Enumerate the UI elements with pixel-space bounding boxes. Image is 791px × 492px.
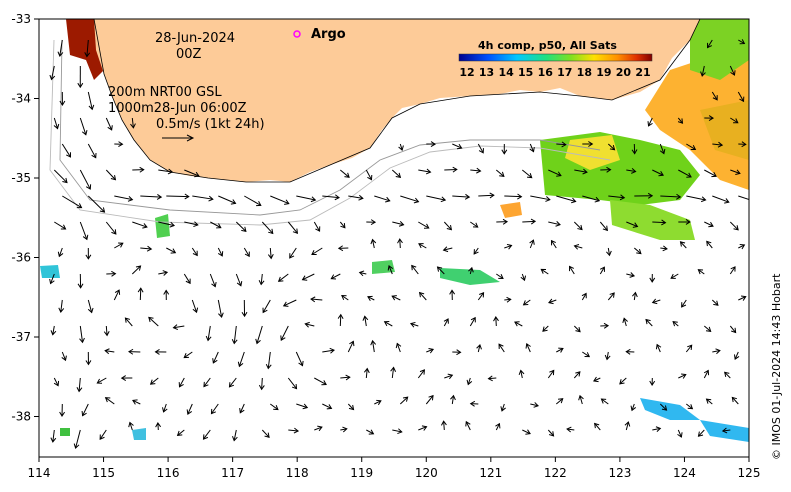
colorbar-title: 4h comp, p50, All Sats (478, 39, 617, 52)
x-tick-label: 119 (350, 466, 373, 480)
colorbar-tick-label: 12 (459, 66, 474, 79)
plot-frame (38, 18, 750, 458)
sst-cyan-spot (40, 265, 60, 278)
colorbar-labels: 12 13 14 15 16 17 18 19 20 21 (459, 66, 650, 79)
x-tick-label: 115 (92, 466, 115, 480)
sst-green-spot (155, 214, 170, 238)
argo-legend-label: Argo (311, 27, 346, 42)
sst-blue-patch (640, 398, 700, 420)
depth-label-1000m: 1000m28-Jun 06:00Z (108, 101, 247, 116)
colorbar-tick-label: 14 (498, 66, 514, 79)
x-tick-label: 117 (221, 466, 244, 480)
isobath-200m (59, 39, 601, 216)
velocity-scale-arrow-icon (162, 134, 195, 142)
y-tick-label: -38 (11, 410, 31, 424)
x-tick-label: 118 (286, 466, 309, 480)
x-tick-label: 123 (608, 466, 631, 480)
x-tick-label: 121 (479, 466, 502, 480)
colorbar-tick-label: 20 (616, 66, 632, 79)
velocity-scale-label: 0.5m/s (1kt 24h) (156, 117, 265, 132)
y-tick-label: -37 (11, 330, 31, 344)
x-tick-label: 120 (415, 466, 438, 480)
colorbar-tick-label: 21 (635, 66, 650, 79)
date-label: 28-Jun-2024 (155, 31, 235, 46)
colorbar-gradient (458, 53, 653, 62)
x-tick-label: 124 (673, 466, 696, 480)
colorbar-tick-label: 18 (577, 66, 592, 79)
x-axis: 114 115 116 117 118 119 120 121 122 123 124 125 (28, 457, 761, 480)
imos-credit: © IMOS 01-Jul-2024 14:43 Hobart (770, 273, 783, 460)
y-tick-label: -35 (11, 171, 31, 185)
y-axis: -33 -34 -35 -36 -37 -38 (11, 12, 39, 424)
y-tick-label: -34 (11, 92, 31, 106)
y-tick-label: -36 (11, 251, 31, 265)
hour-label: 00Z (176, 47, 202, 62)
x-tick-label: 114 (28, 466, 51, 480)
colorbar-tick-label: 19 (596, 66, 611, 79)
x-tick-label: 122 (544, 466, 567, 480)
argo-marker-icon (293, 30, 301, 38)
current-vectors (49, 39, 749, 449)
y-tick-label: -33 (11, 12, 31, 26)
x-tick-label: 116 (157, 466, 180, 480)
colorbar-tick-label: 15 (518, 66, 533, 79)
depth-label-200m: 200m NRT00 GSL (108, 85, 222, 100)
x-tick-label: 125 (738, 466, 761, 480)
colorbar-tick-label: 16 (538, 66, 554, 79)
colorbar-tick-label: 13 (479, 66, 494, 79)
colorbar-tick-label: 17 (557, 66, 572, 79)
